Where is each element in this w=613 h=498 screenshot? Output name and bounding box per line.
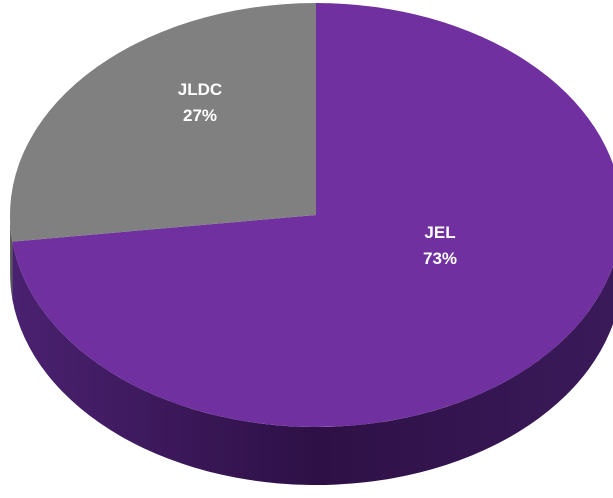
pie-side-jel: [12, 241, 613, 485]
pie-labels: JEL 73% JLDC 27%: [178, 80, 457, 268]
pie-sides: [10, 215, 613, 485]
slice-label-jldc: JLDC: [178, 80, 222, 99]
slice-percent-jldc: 27%: [183, 106, 217, 125]
pie-slice-jel: [12, 3, 613, 427]
pie-side-jldc: [10, 215, 13, 300]
slice-label-jel: JEL: [424, 223, 455, 242]
pie-slice-jldc: [9, 3, 316, 242]
slice-percent-jel: 73%: [423, 249, 457, 268]
pie-tops: [9, 3, 613, 427]
